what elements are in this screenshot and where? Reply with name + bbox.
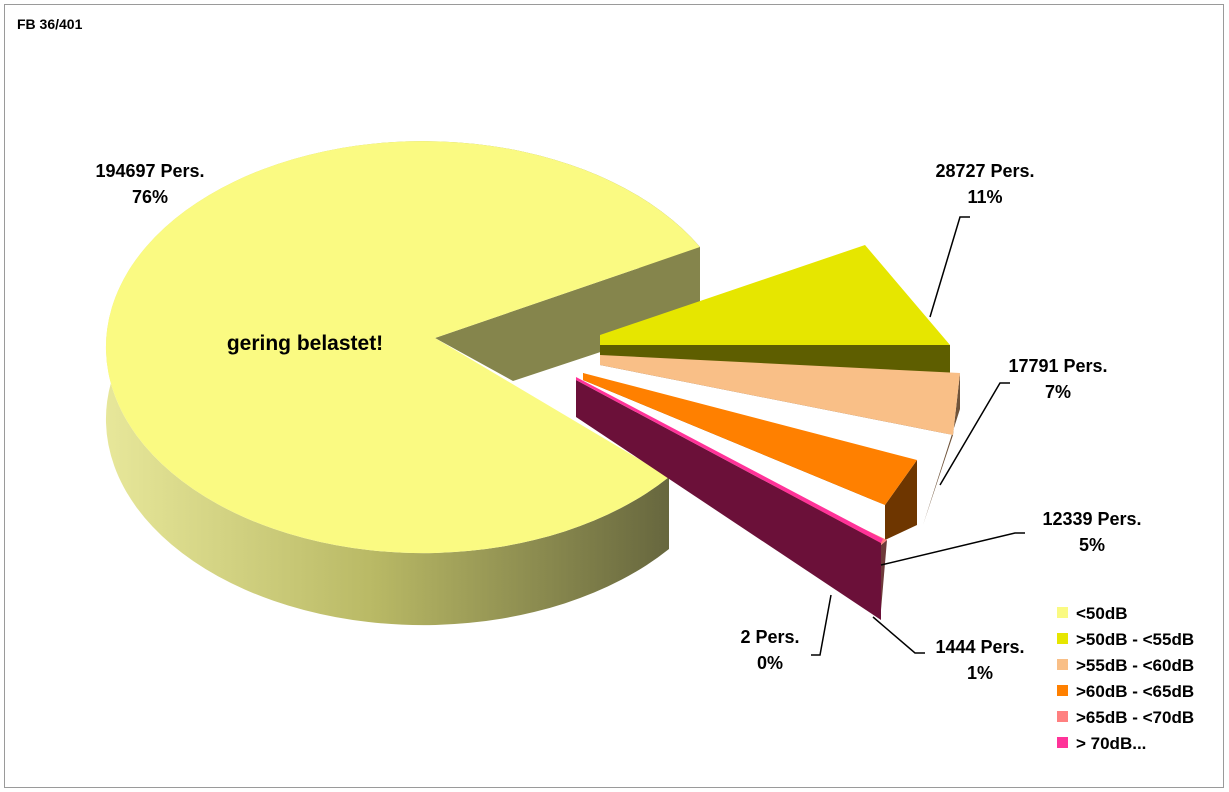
legend-swatch-lt50 bbox=[1057, 607, 1068, 618]
legend-label-65-70: >65dB - <70dB bbox=[1076, 708, 1194, 727]
slice-top-50-55 bbox=[600, 245, 950, 345]
leader-lines bbox=[811, 216, 1025, 656]
leader-line bbox=[811, 594, 832, 656]
data-label-percent-gt70: 0% bbox=[757, 653, 783, 673]
data-label-count-lt50: 194697 Pers. bbox=[95, 161, 204, 181]
data-label-percent-60-65: 5% bbox=[1079, 535, 1105, 555]
slice-top-60-65 bbox=[583, 373, 917, 505]
small-slices bbox=[576, 245, 960, 620]
legend-swatch-55-60 bbox=[1057, 659, 1068, 670]
legend-swatch-50-55 bbox=[1057, 633, 1068, 644]
data-label-count-gt70: 2 Pers. bbox=[740, 627, 799, 647]
legend-label-lt50: <50dB bbox=[1076, 604, 1128, 623]
legend-swatch-65-70 bbox=[1057, 711, 1068, 722]
data-label-count-50-55: 28727 Pers. bbox=[935, 161, 1034, 181]
data-label-percent-50-55: 11% bbox=[967, 187, 1002, 207]
slice-top-gt70 bbox=[576, 377, 883, 543]
slice-inner-lt50 bbox=[435, 247, 700, 381]
legend-label-gt70: > 70dB... bbox=[1076, 734, 1146, 753]
legend-label-50-55: >50dB - <55dB bbox=[1076, 630, 1194, 649]
legend: <50dB >50dB - <55dB >55dB - <60dB >60dB - <… bbox=[1057, 604, 1194, 753]
data-label-count-60-65: 12339 Pers. bbox=[1042, 509, 1141, 529]
pie-chart: FB 36/401 gering belastet! 194697 Pers. 7… bbox=[17, 16, 1194, 753]
data-label-count-65-70: 1444 Pers. bbox=[935, 637, 1024, 657]
figure-id: FB 36/401 bbox=[17, 16, 83, 32]
leader-line bbox=[939, 382, 1010, 486]
leader-line bbox=[880, 532, 1025, 566]
data-label-percent-65-70: 1% bbox=[967, 663, 993, 683]
chart-frame: FB 36/401 gering belastet! 194697 Pers. 7… bbox=[4, 4, 1224, 788]
slice-top-55-60 bbox=[600, 355, 960, 435]
legend-swatch-60-65 bbox=[1057, 685, 1068, 696]
pie-slice-gt70 bbox=[576, 377, 883, 620]
slice-top-lt50 bbox=[105, 141, 701, 554]
legend-label-55-60: >55dB - <60dB bbox=[1076, 656, 1194, 675]
pie-slice-60-65 bbox=[583, 373, 917, 540]
pie-slice-lt50 bbox=[105, 141, 701, 626]
leader-line bbox=[929, 216, 970, 318]
data-label-percent-lt50: 76% bbox=[132, 187, 168, 207]
slice-side-60-65 bbox=[885, 460, 917, 540]
data-label-percent-55-60: 7% bbox=[1045, 382, 1071, 402]
data-label-count-55-60: 17791 Pers. bbox=[1008, 356, 1107, 376]
pie-slice-55-60 bbox=[600, 355, 960, 525]
legend-swatch-gt70 bbox=[1057, 737, 1068, 748]
leader-line bbox=[872, 616, 925, 654]
center-annotation: gering belastet! bbox=[227, 332, 383, 355]
legend-label-60-65: >60dB - <65dB bbox=[1076, 682, 1194, 701]
data-labels: 194697 Pers. 76% 28727 Pers. 11% 17791 Pers.… bbox=[95, 161, 1141, 683]
slice-side-gt70 bbox=[576, 380, 881, 620]
